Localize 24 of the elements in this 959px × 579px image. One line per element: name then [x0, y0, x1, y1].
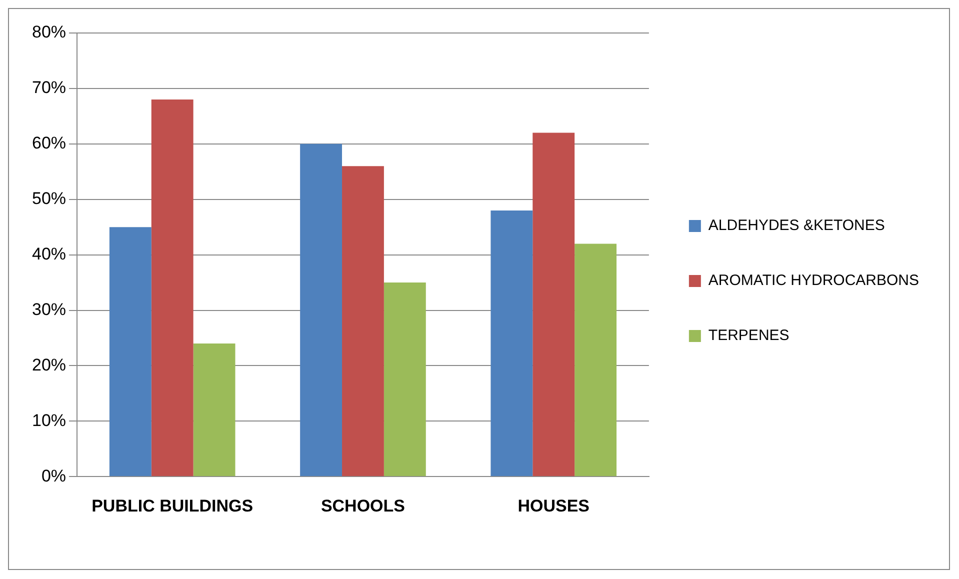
y-tick-label: 10% — [32, 410, 66, 430]
x-tick-label: SCHOOLS — [320, 496, 406, 516]
y-tick-label: 40% — [32, 244, 66, 264]
legend-label: TERPENES — [708, 327, 790, 344]
y-tick-label: 30% — [32, 300, 66, 319]
legend-label: ALDEHYDES &KETONES — [708, 217, 885, 234]
bar — [342, 166, 384, 476]
y-tick-label: 20% — [32, 355, 66, 374]
legend-label: AROMATIC HYDROCARBONS — [708, 272, 920, 290]
y-tick-label: 80% — [32, 22, 66, 42]
bar — [151, 100, 194, 476]
bar — [384, 282, 426, 476]
bar — [109, 227, 152, 476]
y-tick-label: 0% — [41, 466, 66, 486]
y-tick-label: 60% — [32, 134, 66, 153]
bar — [532, 132, 575, 476]
y-tick-label: 70% — [32, 78, 66, 98]
bar — [193, 344, 236, 476]
bar — [574, 244, 617, 476]
x-tick-label: HOUSES — [518, 496, 590, 516]
bar — [300, 144, 342, 476]
y-tick-label: 50% — [32, 189, 66, 208]
bar — [490, 210, 533, 476]
x-tick-label: PUBLIC BUILDINGS — [92, 496, 254, 516]
